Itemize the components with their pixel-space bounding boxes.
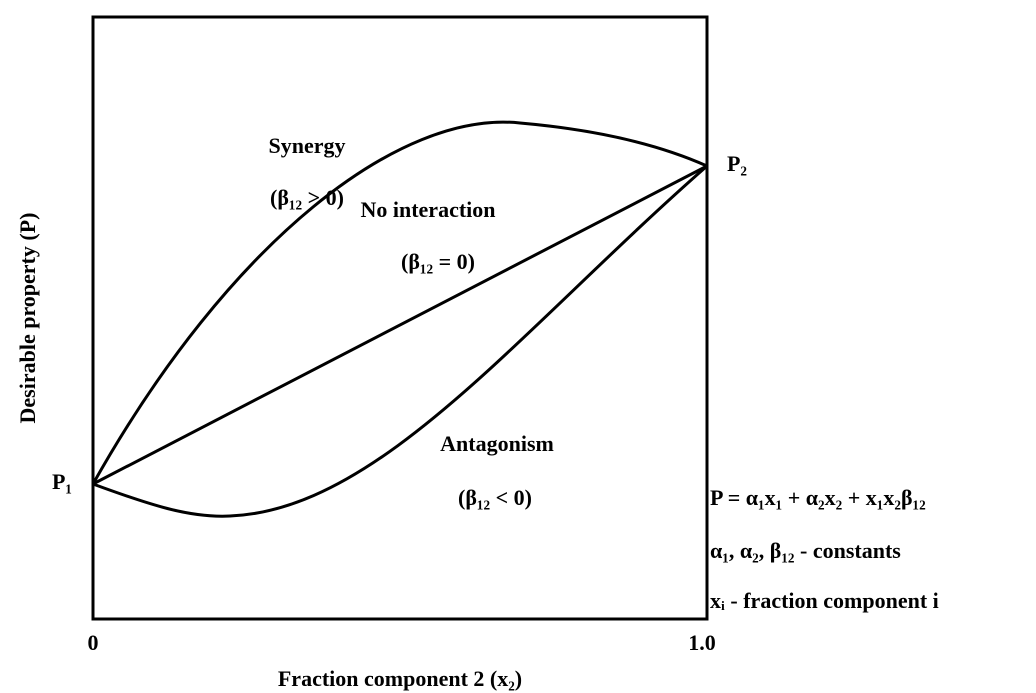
equation: xᵢ - fraction component i: [710, 588, 939, 613]
x-start-label: 0: [88, 630, 99, 655]
synergy-curve: [91, 120, 708, 485]
synergy-label: Synergy: [269, 133, 346, 158]
no-interaction-label: No interaction: [360, 197, 495, 222]
antagonism-label: Antagonism: [440, 431, 554, 456]
y-axis-label: Desirable property (P): [15, 213, 40, 424]
antagonism-curve: [92, 164, 708, 518]
equation: α₁, α₂, β₁₂ - constants: [710, 538, 901, 563]
antagonism-condition: (β₁₂ < 0): [458, 485, 532, 510]
no-interaction-condition: (β₁₂ = 0): [401, 249, 475, 274]
x-axis-label: Fraction component 2 (x₂): [278, 666, 522, 691]
p1-label: P₁: [52, 469, 72, 494]
x-end-label: 1.0: [688, 630, 716, 655]
no-interaction-line: [92, 164, 708, 486]
synergy-condition: (β₁₂ > 0): [270, 185, 344, 210]
p2-label: P₂: [727, 151, 747, 176]
equation: P = α₁x₁ + α₂x₂ + x₁x₂β₁₂: [710, 485, 926, 510]
plot-frame: [91, 15, 709, 621]
